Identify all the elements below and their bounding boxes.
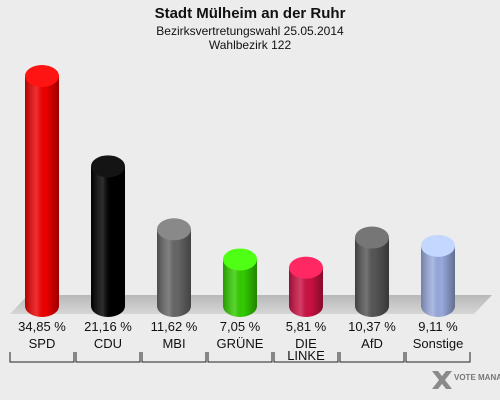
svg-text:LINKE: LINKE	[287, 348, 325, 363]
value-label-afd: 10,37 %	[348, 319, 396, 334]
logo-x-icon	[432, 371, 452, 389]
value-label-die-linke: 5,81 %	[286, 319, 327, 334]
value-labels: 34,85 % 21,16 % 11,62 % 7,05 % 5,81 % 10,37 %…	[18, 319, 458, 334]
chart-title: Stadt Mülheim an der Ruhr	[155, 5, 346, 22]
svg-text:GRÜNE: GRÜNE	[217, 336, 264, 351]
bar-die-linke	[289, 256, 323, 317]
vote-manager-logo: VOTE MANAGER	[432, 371, 500, 389]
value-label-spd: 34,85 %	[18, 319, 66, 334]
chart-subtitle-2: Wahlbezirk 122	[209, 38, 292, 52]
category-bracket-afd	[339, 352, 405, 363]
svg-text:Sonstige: Sonstige	[413, 336, 464, 351]
category-bracket-cdu	[75, 352, 141, 363]
value-label-mbi: 11,62 %	[151, 319, 198, 334]
svg-text:DIE: DIE	[295, 336, 317, 351]
bar-mbi	[157, 218, 191, 317]
value-label-sonstige: 9,11 %	[418, 319, 458, 334]
category-bracket-sonstige	[405, 352, 471, 363]
category-label-cdu: CDU	[94, 336, 122, 351]
bar-gr-ne	[223, 248, 257, 317]
category-label-afd: AfD	[361, 336, 383, 351]
svg-text:MBI: MBI	[162, 336, 185, 351]
value-label-cdu: 21,16 %	[84, 319, 132, 334]
category-bracket-spd	[9, 352, 75, 363]
category-bracket-gr-ne	[207, 352, 273, 363]
logo-text: VOTE MANAGER	[454, 373, 500, 382]
chart-subtitle: Bezirksvertretungswahl 25.05.2014	[156, 24, 344, 38]
category-bracket-mbi	[141, 352, 207, 363]
category-label-gr-ne: GRÜNE	[217, 336, 264, 351]
svg-text:CDU: CDU	[94, 336, 122, 351]
bar-sonstige	[421, 234, 455, 317]
svg-text:AfD: AfD	[361, 336, 383, 351]
svg-text:SPD: SPD	[29, 336, 56, 351]
category-label-sonstige: Sonstige	[413, 336, 464, 351]
value-label-gr-ne: 7,05 %	[220, 319, 261, 334]
category-bracket-die-linke	[273, 352, 339, 363]
bar-cdu	[91, 155, 125, 317]
bar-spd	[25, 64, 59, 318]
bar-afd	[355, 226, 389, 317]
category-label-spd: SPD	[29, 336, 56, 351]
category-label-mbi: MBI	[162, 336, 185, 351]
bars-group	[25, 64, 455, 318]
